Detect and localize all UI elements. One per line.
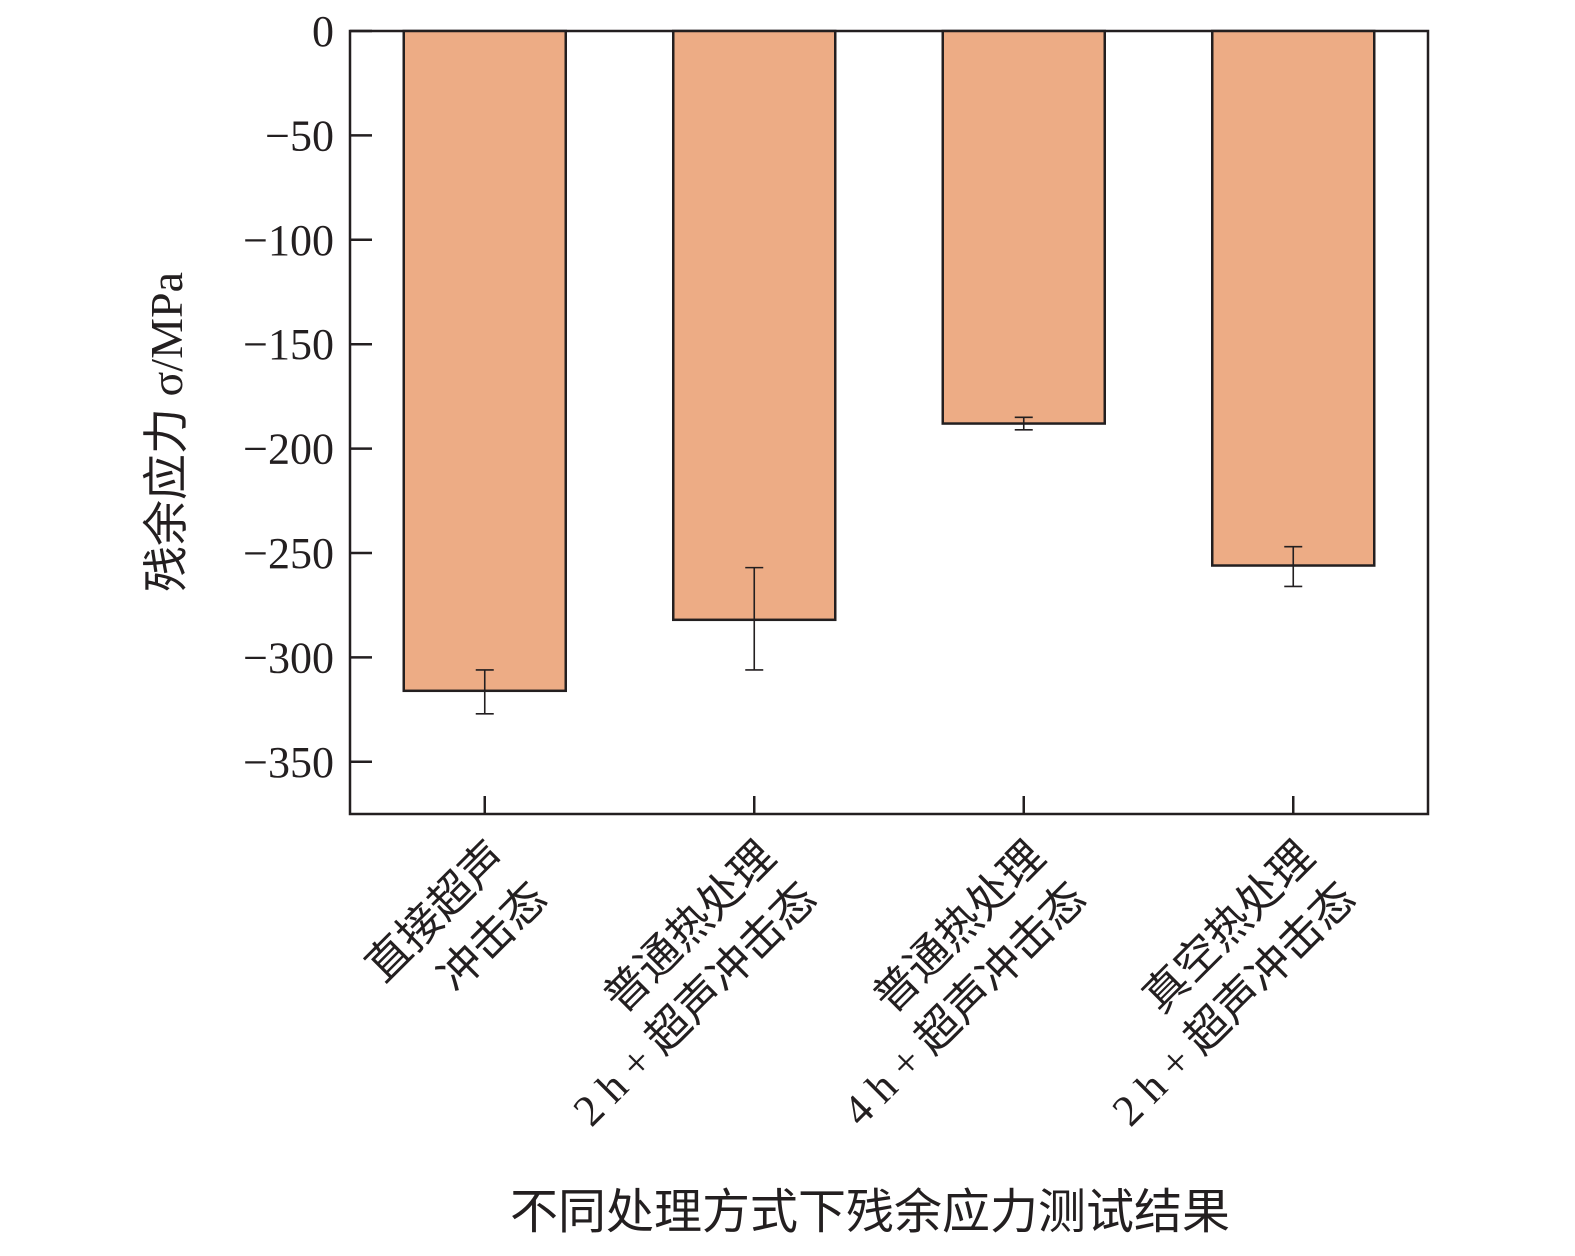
plot-area	[348, 29, 1430, 816]
bar	[1211, 29, 1376, 567]
bar	[941, 29, 1106, 425]
y-tick-label: −250	[243, 529, 334, 578]
y-axis-title: 残余应力 σ/MPa	[141, 272, 192, 592]
y-tick-label: −200	[243, 425, 334, 474]
y-tick-label: −350	[243, 738, 334, 787]
bars-group	[402, 29, 1376, 693]
error-bars-group	[475, 416, 1303, 715]
figure-caption: 不同处理方式下残余应力测试结果	[510, 1186, 1230, 1239]
y-axis: 0 −50 −100 −150 −200 −250 −300 −350	[243, 7, 372, 787]
y-tick-label: 0	[312, 7, 334, 56]
y-tick-label: −50	[265, 111, 334, 160]
bar	[672, 29, 837, 622]
x-axis: 直接超声冲击态 普通热处理2 h + 超声冲击态 普通热处理4 h + 超声冲击态真…	[356, 796, 1365, 1135]
y-tick-label: −300	[243, 633, 334, 682]
bar	[402, 29, 567, 693]
y-tick-label: −150	[243, 320, 334, 369]
y-tick-label: −100	[243, 216, 334, 265]
